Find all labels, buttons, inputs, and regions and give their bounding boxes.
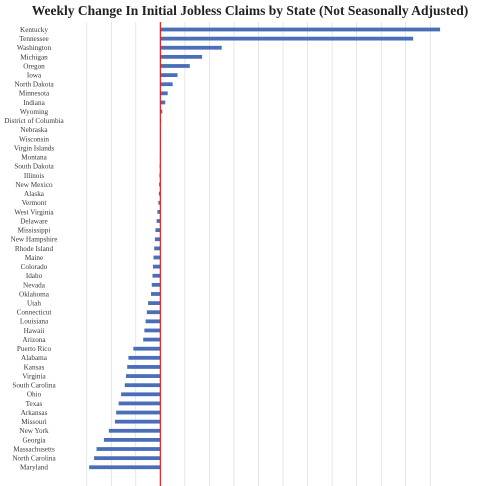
- gridlines: [86, 22, 431, 486]
- bar-kentucky: [160, 27, 441, 32]
- state-label: Maine: [25, 254, 43, 262]
- state-label: Rhode Island: [15, 245, 54, 253]
- bar-new-hampshire: [154, 237, 161, 242]
- state-label: Mississippi: [18, 227, 51, 235]
- bar-oklahoma: [151, 292, 161, 296]
- state-labels: KentuckyTennesseeWashingtonMichiganOrego…: [4, 26, 64, 472]
- state-label: Delaware: [20, 217, 48, 225]
- bar-michigan: [160, 54, 203, 59]
- state-label: North Dakota: [14, 81, 54, 89]
- bar-idaho: [152, 273, 161, 278]
- bar-north-dakota: [160, 82, 173, 87]
- state-label: Puerto Rico: [17, 345, 52, 353]
- bars: [89, 27, 441, 470]
- bar-maine: [153, 255, 161, 260]
- state-label: Kansas: [24, 363, 45, 371]
- bar-virginia: [125, 374, 161, 378]
- state-label: District of Columbia: [4, 117, 64, 125]
- bar-louisiana: [145, 319, 161, 324]
- bar-west-virginia: [157, 210, 161, 214]
- state-label: Missouri: [21, 418, 47, 426]
- bar-new-york: [108, 428, 161, 433]
- bar-indiana: [160, 100, 166, 105]
- state-label: Connecticut: [17, 309, 52, 317]
- state-label: Wyoming: [20, 108, 49, 116]
- bar-puerto-rico: [133, 346, 161, 351]
- bar-vermont: [158, 200, 161, 205]
- state-label: Oregon: [23, 62, 45, 70]
- bar-arizona: [143, 337, 161, 342]
- state-label: Nevada: [23, 281, 46, 289]
- bar-delaware: [156, 219, 161, 223]
- state-label: Alaska: [24, 190, 45, 198]
- state-label: Idaho: [26, 272, 43, 280]
- state-label: New Mexico: [15, 181, 53, 189]
- state-label: Indiana: [23, 99, 45, 107]
- bar-mississippi: [155, 228, 161, 233]
- bar-georgia: [103, 438, 161, 442]
- state-label: Utah: [27, 300, 41, 308]
- bar-rhode-island: [154, 246, 161, 251]
- state-label: Alabama: [21, 354, 48, 362]
- bar-massachusetts: [96, 447, 161, 451]
- state-label: Washington: [17, 44, 52, 52]
- state-label: South Dakota: [14, 163, 54, 171]
- bar-texas: [118, 401, 161, 406]
- bar-missouri: [114, 419, 161, 424]
- bar-minnesota: [160, 91, 168, 96]
- state-label: Montana: [21, 154, 47, 162]
- bar-south-carolina: [124, 383, 161, 388]
- bar-washington: [160, 45, 222, 50]
- bar-iowa: [160, 73, 178, 77]
- state-label: Illinois: [24, 172, 45, 180]
- state-label: Virgin Islands: [14, 144, 55, 152]
- bar-hawaii: [144, 328, 161, 333]
- bar-alabama: [128, 355, 161, 360]
- state-label: Vermont: [22, 199, 47, 207]
- state-label: Kentucky: [20, 26, 48, 34]
- state-label: New York: [19, 427, 49, 435]
- state-label: Texas: [26, 400, 43, 408]
- bar-kansas: [127, 365, 161, 369]
- state-label: Louisiana: [20, 318, 49, 326]
- bar-ohio: [121, 392, 161, 397]
- bar-connecticut: [146, 310, 161, 315]
- bar-oregon: [160, 64, 190, 68]
- bar-arkansas: [116, 410, 161, 415]
- state-label: Minnesota: [19, 90, 50, 98]
- bar-tennessee: [160, 36, 414, 41]
- bar-utah: [148, 301, 161, 305]
- state-label: Ohio: [27, 391, 42, 399]
- state-label: New Hampshire: [11, 236, 58, 244]
- state-label: South Carolina: [12, 382, 56, 390]
- state-label: Iowa: [27, 72, 42, 80]
- state-label: Tennessee: [19, 35, 48, 43]
- bar-wyoming: [160, 109, 163, 114]
- state-label: North Carolina: [12, 455, 56, 463]
- state-label: Maryland: [20, 464, 48, 472]
- state-label: Georgia: [22, 436, 46, 444]
- state-label: Arizona: [22, 336, 46, 344]
- state-label: Michigan: [20, 53, 48, 61]
- state-label: Wisconsin: [19, 135, 49, 143]
- state-label: Oklahoma: [19, 290, 50, 298]
- bar-maryland: [89, 465, 161, 470]
- bar-north-carolina: [94, 456, 161, 461]
- bar-colorado: [152, 264, 161, 269]
- state-label: Nebraska: [20, 126, 48, 134]
- state-label: Massachusetts: [13, 445, 55, 453]
- state-label: Arkansas: [21, 409, 48, 417]
- state-label: Colorado: [21, 263, 48, 271]
- state-label: West Virginia: [14, 208, 54, 216]
- bar-alaska: [158, 191, 161, 196]
- state-label: Virginia: [22, 372, 46, 380]
- bar-new-mexico: [159, 182, 161, 187]
- state-label: Hawaii: [24, 327, 45, 335]
- bar-nevada: [151, 282, 161, 287]
- chart-title: Weekly Change In Initial Jobless Claims …: [31, 3, 469, 18]
